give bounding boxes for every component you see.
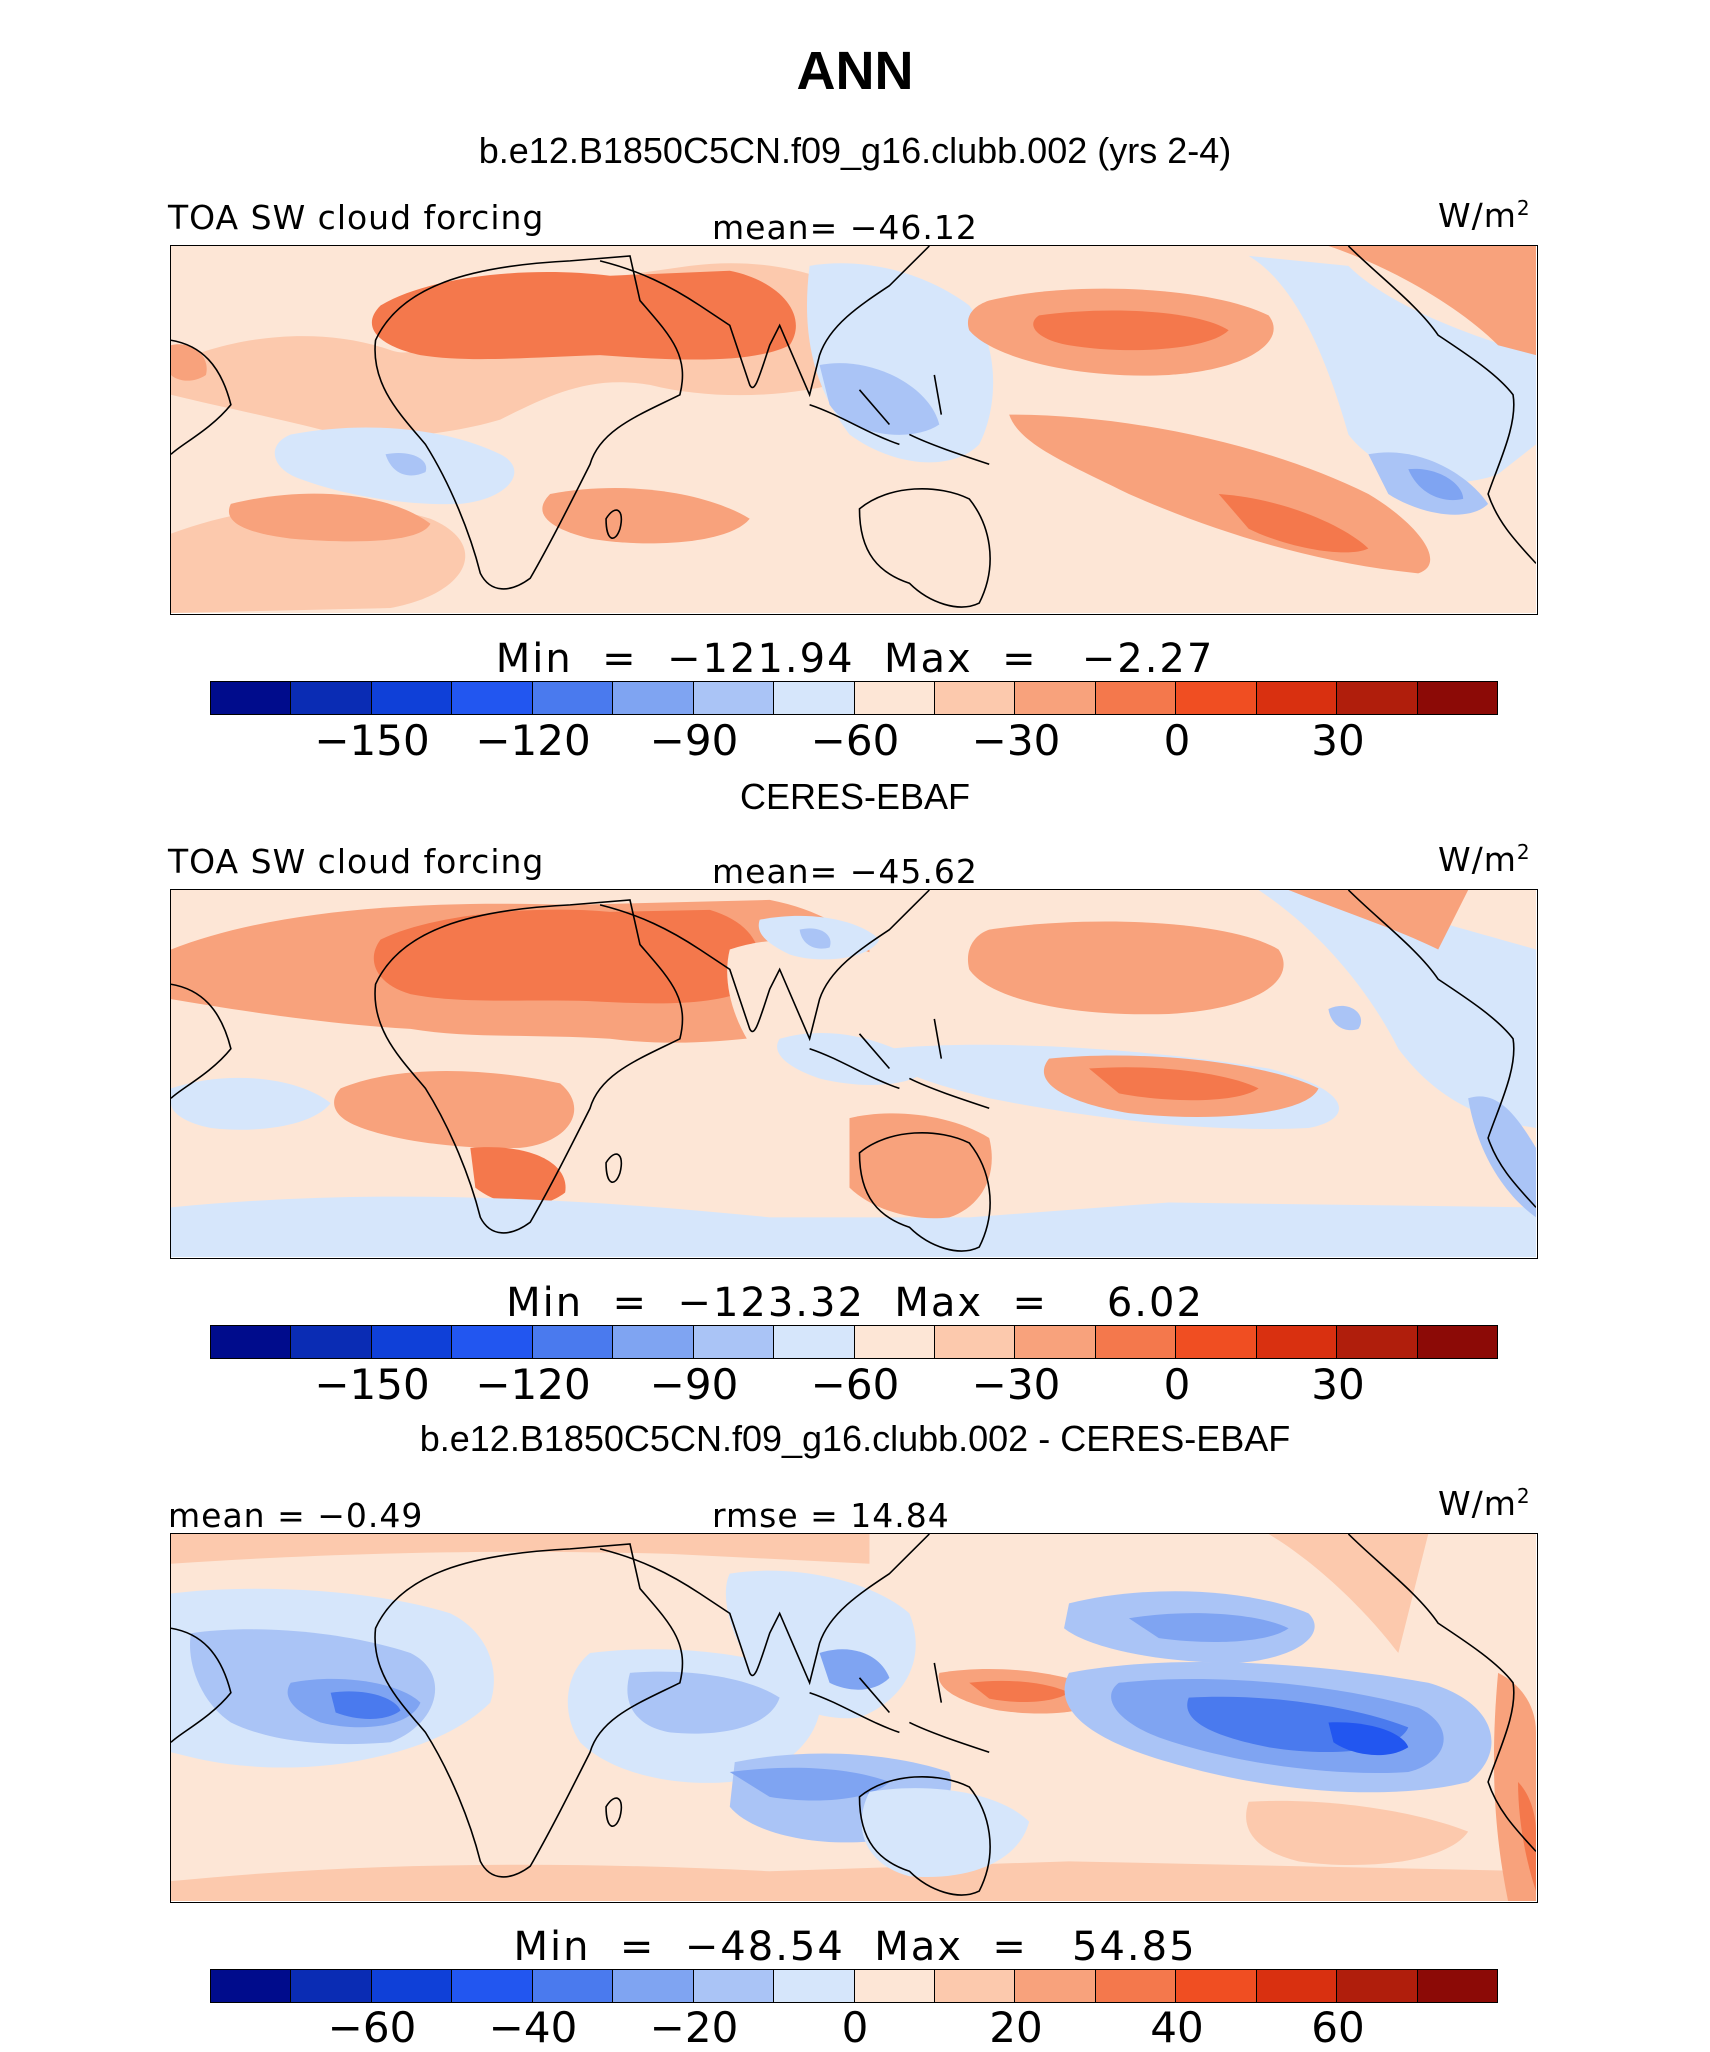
colorbar-swatch <box>1337 682 1418 714</box>
panel-3-colorbar-tick: 60 <box>1311 2003 1365 2052</box>
panel-3-colorbar-tick: −20 <box>649 2003 739 2052</box>
panel-2-subtitle: CERES-EBAF <box>739 776 971 817</box>
colorbar-swatch <box>211 1326 292 1358</box>
panel-3-units: W/m2 <box>1438 1484 1531 1523</box>
panel-1-colorbar-tick: −60 <box>810 716 900 765</box>
colorbar-swatch <box>532 1970 614 2002</box>
colorbar-swatch <box>1095 1326 1177 1358</box>
panel-2-colorbar <box>210 1325 1498 1359</box>
colorbar-swatch <box>1015 1970 1096 2002</box>
panel-1-colorbar <box>210 681 1498 715</box>
panel-3-mean-label: mean = −0.49 <box>168 1496 424 1535</box>
panel-1-colorbar-tick: −150 <box>314 716 430 765</box>
panel-1-variable-label: TOA SW cloud forcing <box>168 198 545 237</box>
colorbar-swatch <box>613 1326 694 1358</box>
colorbar-swatch <box>693 1326 775 1358</box>
colorbar-swatch <box>1095 1970 1177 2002</box>
panel-2-mean-label: mean= −45.62 <box>712 852 978 891</box>
colorbar-swatch <box>211 682 292 714</box>
colorbar-swatch <box>1176 682 1257 714</box>
panel-2-colorbar-tick: −150 <box>314 1360 430 1409</box>
colorbar-swatch <box>532 682 614 714</box>
colorbar-swatch <box>934 1326 1016 1358</box>
colorbar-swatch <box>1095 682 1177 714</box>
colorbar-swatch <box>854 1326 935 1358</box>
panel-1-colorbar-tick: −30 <box>971 716 1061 765</box>
colorbar-swatch <box>934 682 1016 714</box>
colorbar-swatch <box>774 1326 855 1358</box>
colorbar-swatch <box>1256 682 1338 714</box>
panel-3-colorbar-tick: −40 <box>488 2003 578 2052</box>
panel-3-colorbar <box>210 1969 1498 2003</box>
colorbar-swatch <box>211 1970 292 2002</box>
colorbar-swatch <box>291 682 372 714</box>
panel-1-colorbar-tick: −90 <box>649 716 739 765</box>
panel-1-mean-label: mean= −46.12 <box>712 208 978 247</box>
panel-1-colorbar-tick: −120 <box>475 716 591 765</box>
panel-3-minmax: Min = −48.54 Max = 54.85 <box>513 1924 1197 1970</box>
colorbar-swatch <box>452 682 533 714</box>
panel-3-map <box>170 1533 1538 1903</box>
colorbar-swatch <box>774 1970 855 2002</box>
colorbar-swatch <box>532 1326 614 1358</box>
colorbar-swatch <box>371 1326 453 1358</box>
colorbar-swatch <box>693 1970 775 2002</box>
panel-1-subtitle: b.e12.B1850C5CN.f09_g16.clubb.002 (yrs 2… <box>478 130 1232 171</box>
panel-2-variable-label: TOA SW cloud forcing <box>168 842 545 881</box>
panel-1-map-svg <box>171 246 1536 613</box>
colorbar-swatch <box>1176 1970 1257 2002</box>
panel-3-colorbar-tick: 0 <box>841 2003 869 2052</box>
colorbar-swatch <box>934 1970 1016 2002</box>
colorbar-swatch <box>854 1970 935 2002</box>
colorbar-swatch <box>693 682 775 714</box>
panel-2-units: W/m2 <box>1438 840 1531 879</box>
colorbar-swatch <box>613 682 694 714</box>
panel-3-subtitle: b.e12.B1850C5CN.f09_g16.clubb.002 - CERE… <box>419 1418 1291 1459</box>
panel-3-rmse-label: rmse = 14.84 <box>712 1496 950 1535</box>
colorbar-swatch <box>1015 1326 1096 1358</box>
panel-2-minmax: Min = −123.32 Max = 6.02 <box>506 1280 1204 1326</box>
panel-3-colorbar-tick: 20 <box>989 2003 1043 2052</box>
panel-3-map-svg <box>171 1534 1536 1901</box>
colorbar-swatch <box>452 1970 533 2002</box>
panel-1-minmax: Min = −121.94 Max = −2.27 <box>495 636 1215 682</box>
panel-3-colorbar-tick: 40 <box>1150 2003 1204 2052</box>
panel-3-colorbar-tick: −60 <box>327 2003 417 2052</box>
panel-1-colorbar-tick: 30 <box>1311 716 1365 765</box>
colorbar-swatch <box>774 682 855 714</box>
panel-1-map <box>170 245 1538 615</box>
colorbar-swatch <box>1417 1970 1497 2002</box>
colorbar-swatch <box>1337 1970 1418 2002</box>
colorbar-swatch <box>371 1970 453 2002</box>
colorbar-swatch <box>371 682 453 714</box>
colorbar-swatch <box>1337 1326 1418 1358</box>
colorbar-swatch <box>291 1326 372 1358</box>
colorbar-swatch <box>854 682 935 714</box>
panel-1-colorbar-tick: 0 <box>1163 716 1191 765</box>
figure-title: ANN <box>796 41 914 101</box>
colorbar-swatch <box>452 1326 533 1358</box>
panel-2-map <box>170 889 1538 1259</box>
panel-1-units: W/m2 <box>1438 196 1531 235</box>
panel-2-colorbar-tick: 0 <box>1163 1360 1191 1409</box>
panel-2-map-svg <box>171 890 1536 1257</box>
panel-2-colorbar-tick: −60 <box>810 1360 900 1409</box>
panel-2-colorbar-tick: −30 <box>971 1360 1061 1409</box>
colorbar-swatch <box>1417 682 1497 714</box>
colorbar-swatch <box>1256 1326 1338 1358</box>
panel-2-colorbar-tick: −120 <box>475 1360 591 1409</box>
colorbar-swatch <box>613 1970 694 2002</box>
panel-2-colorbar-tick: −90 <box>649 1360 739 1409</box>
colorbar-swatch <box>291 1970 372 2002</box>
panel-2-colorbar-tick: 30 <box>1311 1360 1365 1409</box>
colorbar-swatch <box>1015 682 1096 714</box>
colorbar-swatch <box>1417 1326 1497 1358</box>
colorbar-swatch <box>1176 1326 1257 1358</box>
colorbar-swatch <box>1256 1970 1338 2002</box>
